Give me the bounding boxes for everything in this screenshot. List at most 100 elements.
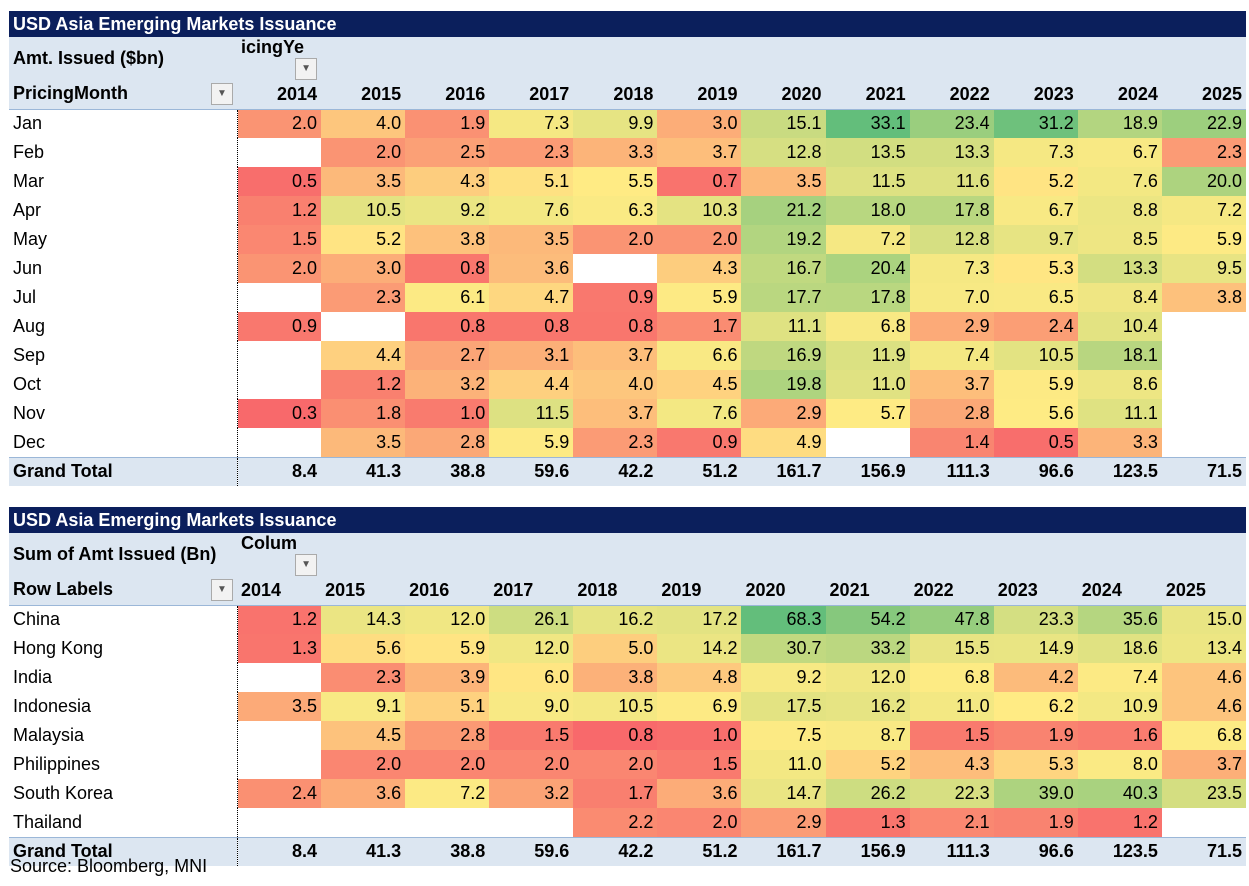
heatmap-cell: 4.3 xyxy=(405,167,490,196)
heatmap-cell: 12.0 xyxy=(825,663,910,692)
column-field-filter[interactable]: icingYe ▼ xyxy=(237,37,322,80)
heatmap-cell: 20.0 xyxy=(1161,167,1246,196)
heatmap-cell: 22.9 xyxy=(1161,109,1246,138)
heatmap-cell: 7.4 xyxy=(1077,663,1162,692)
heatmap-cell xyxy=(489,808,574,837)
dropdown-arrow-icon[interactable]: ▼ xyxy=(295,58,318,80)
heatmap-cell: 4.8 xyxy=(657,663,742,692)
grand-total-cell: 41.3 xyxy=(321,836,406,866)
column-header: 2021 xyxy=(825,576,910,606)
column-header: 2019 xyxy=(657,80,742,110)
heatmap-cell: 9.2 xyxy=(741,663,826,692)
heatmap-cell: 2.0 xyxy=(237,109,322,138)
column-header: 2014 xyxy=(237,80,322,110)
row-field-label: Row Labels xyxy=(13,579,114,600)
grand-total-cell: 111.3 xyxy=(909,456,994,486)
heatmap-cell: 7.6 xyxy=(657,399,742,428)
heatmap-cell: 2.8 xyxy=(405,721,490,750)
heatmap-cell: 26.1 xyxy=(489,605,574,634)
heatmap-cell: 6.3 xyxy=(573,196,658,225)
column-header: 2017 xyxy=(489,80,574,110)
grand-total-cell: 59.6 xyxy=(489,456,574,486)
heatmap-cell: 10.5 xyxy=(573,692,658,721)
grand-total-cell: 41.3 xyxy=(321,456,406,486)
heatmap-cell xyxy=(1161,428,1246,457)
heatmap-cell: 2.0 xyxy=(657,225,742,254)
table-row: Indonesia 3.5 9.1 5.1 9.0 10.5 6.9 17.5 16.2 11.0… xyxy=(9,692,1246,721)
heatmap-cell: 2.3 xyxy=(573,428,658,457)
row-field-label: PricingMonth xyxy=(13,83,128,104)
heatmap-cell xyxy=(237,283,322,312)
heatmap-cell: 13.3 xyxy=(909,138,994,167)
heatmap-cell xyxy=(1161,370,1246,399)
heatmap-cell: 2.0 xyxy=(405,750,490,779)
grand-total-cell: 161.7 xyxy=(741,456,826,486)
heatmap-cell: 2.0 xyxy=(321,138,406,167)
heatmap-cell: 23.4 xyxy=(909,109,994,138)
table-row: Jul 2.3 6.1 4.7 0.9 5.9 17.7 17.8 7.0 6.5 8.4 3.8 xyxy=(9,283,1246,312)
heatmap-cell: 6.8 xyxy=(825,312,910,341)
heatmap-cell: 1.2 xyxy=(1077,808,1162,837)
grand-total-row: Grand Total 8.4 41.3 38.8 59.6 42.2 51.2 161.7 1… xyxy=(9,456,1246,486)
heatmap-cell: 18.9 xyxy=(1077,109,1162,138)
heatmap-cell: 3.0 xyxy=(657,109,742,138)
column-header: 2019 xyxy=(657,576,742,606)
column-header: 2018 xyxy=(573,80,658,110)
column-field-label: icingYe xyxy=(241,37,305,57)
dropdown-arrow-icon[interactable]: ▼ xyxy=(211,579,233,602)
heatmap-cell: 2.7 xyxy=(405,341,490,370)
heatmap-cell: 33.1 xyxy=(825,109,910,138)
row-label: Dec xyxy=(9,428,238,457)
heatmap-cell: 5.3 xyxy=(993,254,1078,283)
heatmap-cell: 15.5 xyxy=(909,634,994,663)
heatmap-cell: 2.8 xyxy=(405,428,490,457)
heatmap-cell xyxy=(237,808,322,837)
heatmap-cell: 9.5 xyxy=(1161,254,1246,283)
heatmap-cell xyxy=(237,370,322,399)
table-row: Dec 3.5 2.8 5.9 2.3 0.9 4.9 1.4 0.5 3.3 xyxy=(9,428,1246,457)
heatmap-cell: 5.9 xyxy=(489,428,574,457)
heatmap-cell: 20.4 xyxy=(825,254,910,283)
heatmap-cell: 18.1 xyxy=(1077,341,1162,370)
heatmap-cell: 16.2 xyxy=(573,605,658,634)
heatmap-cell: 6.0 xyxy=(489,663,574,692)
heatmap-cell: 40.3 xyxy=(1077,779,1162,808)
row-label: Apr xyxy=(9,196,238,225)
heatmap-cell: 11.1 xyxy=(1077,399,1162,428)
heatmap-cell: 10.3 xyxy=(657,196,742,225)
filter-row: Sum of Amt Issued (Bn) Colum ▼ xyxy=(9,533,1246,576)
dropdown-arrow-icon[interactable]: ▼ xyxy=(295,554,318,576)
heatmap-cell: 7.0 xyxy=(909,283,994,312)
heatmap-cell: 2.3 xyxy=(489,138,574,167)
row-label: May xyxy=(9,225,238,254)
heatmap-cell: 2.0 xyxy=(237,254,322,283)
heatmap-cell: 4.3 xyxy=(657,254,742,283)
heatmap-cell: 54.2 xyxy=(825,605,910,634)
heatmap-cell: 7.4 xyxy=(909,341,994,370)
column-header: 2022 xyxy=(909,576,994,606)
table-row: Feb 2.0 2.5 2.3 3.3 3.7 12.8 13.5 13.3 7.3 6.7 2.3 xyxy=(9,138,1246,167)
heatmap-cell: 19.8 xyxy=(741,370,826,399)
heatmap-cell: 15.1 xyxy=(741,109,826,138)
heatmap-cell: 1.3 xyxy=(237,634,322,663)
column-header: 2015 xyxy=(321,80,406,110)
row-field-filter[interactable]: Row Labels ▼ xyxy=(9,576,237,606)
dropdown-arrow-icon[interactable]: ▼ xyxy=(211,83,233,106)
heatmap-cell: 15.0 xyxy=(1161,605,1246,634)
source-note: Source: Bloomberg, MNI xyxy=(10,856,208,876)
heatmap-cell: 11.6 xyxy=(909,167,994,196)
row-label: Malaysia xyxy=(9,721,238,750)
column-header: 2015 xyxy=(321,576,406,606)
heatmap-cell xyxy=(321,312,406,341)
heatmap-cell: 6.7 xyxy=(1077,138,1162,167)
row-field-filter[interactable]: PricingMonth ▼ xyxy=(9,80,237,110)
grand-total-cell: 96.6 xyxy=(993,456,1078,486)
column-header: 2017 xyxy=(489,576,574,606)
column-field-filter[interactable]: Colum ▼ xyxy=(237,533,322,576)
column-header-row: Row Labels ▼ 2014 2015 2016 2017 2018 2019 2020 2… xyxy=(9,576,1246,606)
heatmap-cell: 13.4 xyxy=(1161,634,1246,663)
heatmap-cell: 6.1 xyxy=(405,283,490,312)
heatmap-cell xyxy=(573,254,658,283)
heatmap-cell: 5.5 xyxy=(573,167,658,196)
heatmap-cell: 9.9 xyxy=(573,109,658,138)
